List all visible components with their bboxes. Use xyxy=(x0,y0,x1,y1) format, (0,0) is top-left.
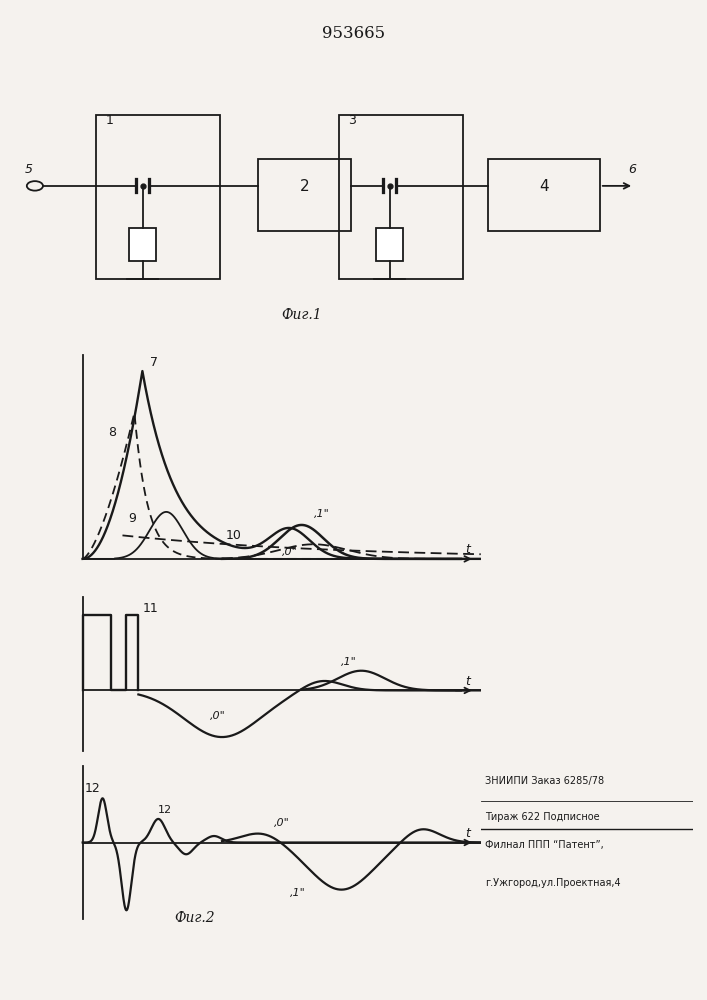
Text: 3: 3 xyxy=(348,114,356,127)
Text: 6: 6 xyxy=(628,163,636,176)
Text: ,0": ,0" xyxy=(281,547,298,557)
Text: ,1": ,1" xyxy=(341,657,357,667)
Text: Тираж 622 Подписное: Тираж 622 Подписное xyxy=(485,812,600,822)
Text: ,0": ,0" xyxy=(210,711,226,721)
Text: 12: 12 xyxy=(158,805,173,815)
Text: 10: 10 xyxy=(226,529,242,542)
Bar xyxy=(96,115,221,279)
Bar xyxy=(129,228,156,261)
Bar xyxy=(376,228,403,261)
Text: t: t xyxy=(464,543,469,556)
Text: ,1": ,1" xyxy=(290,888,305,898)
Text: ,0": ,0" xyxy=(274,818,289,828)
Text: 9: 9 xyxy=(129,512,136,525)
Text: Фиг.1: Фиг.1 xyxy=(281,308,322,322)
Text: 12: 12 xyxy=(85,782,100,795)
Bar xyxy=(257,159,351,231)
Text: 953665: 953665 xyxy=(322,24,385,41)
Text: 11: 11 xyxy=(142,602,158,615)
Text: 7: 7 xyxy=(151,356,158,369)
Text: 8: 8 xyxy=(108,426,117,439)
Text: 2: 2 xyxy=(300,179,309,194)
Text: ЗНИИПИ Заказ 6285/78: ЗНИИПИ Заказ 6285/78 xyxy=(485,776,604,786)
Text: 4: 4 xyxy=(539,179,549,194)
Text: ,1": ,1" xyxy=(313,509,329,519)
Text: 5: 5 xyxy=(24,163,33,176)
Text: t: t xyxy=(464,827,469,840)
Bar xyxy=(339,115,463,279)
Bar xyxy=(488,159,600,231)
Text: Фиг.2: Фиг.2 xyxy=(174,911,214,925)
Text: 1: 1 xyxy=(105,114,113,127)
Text: t: t xyxy=(464,675,469,688)
Text: Филнал ППП “Патент”,: Филнал ППП “Патент”, xyxy=(485,840,604,850)
Text: г.Ужгород,ул.Проектная,4: г.Ужгород,ул.Проектная,4 xyxy=(485,879,621,888)
